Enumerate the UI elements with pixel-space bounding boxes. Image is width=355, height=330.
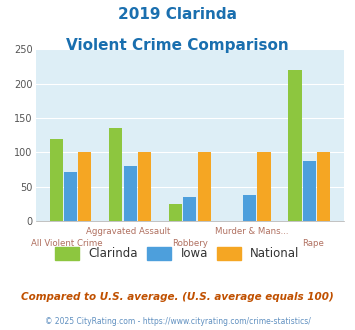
Text: Robbery: Robbery xyxy=(172,239,208,248)
Text: Murder & Mans...: Murder & Mans... xyxy=(215,227,289,236)
Bar xyxy=(50,139,63,221)
Bar xyxy=(198,152,211,221)
Bar xyxy=(138,152,151,221)
Bar xyxy=(289,70,302,221)
Bar xyxy=(317,152,330,221)
Bar xyxy=(183,197,197,221)
Bar xyxy=(124,166,137,221)
Bar xyxy=(109,128,122,221)
Bar xyxy=(303,161,316,221)
Text: © 2025 CityRating.com - https://www.cityrating.com/crime-statistics/: © 2025 CityRating.com - https://www.city… xyxy=(45,317,310,326)
Text: Aggravated Assault: Aggravated Assault xyxy=(86,227,170,236)
Text: All Violent Crime: All Violent Crime xyxy=(31,239,102,248)
Bar xyxy=(78,152,91,221)
Text: Rape: Rape xyxy=(302,239,324,248)
Bar xyxy=(169,204,182,221)
Bar xyxy=(64,172,77,221)
Text: Violent Crime Comparison: Violent Crime Comparison xyxy=(66,38,289,53)
Text: 2019 Clarinda: 2019 Clarinda xyxy=(118,7,237,21)
Text: Compared to U.S. average. (U.S. average equals 100): Compared to U.S. average. (U.S. average … xyxy=(21,292,334,302)
Legend: Clarinda, Iowa, National: Clarinda, Iowa, National xyxy=(49,242,306,266)
Bar xyxy=(257,152,271,221)
Bar xyxy=(243,195,256,221)
